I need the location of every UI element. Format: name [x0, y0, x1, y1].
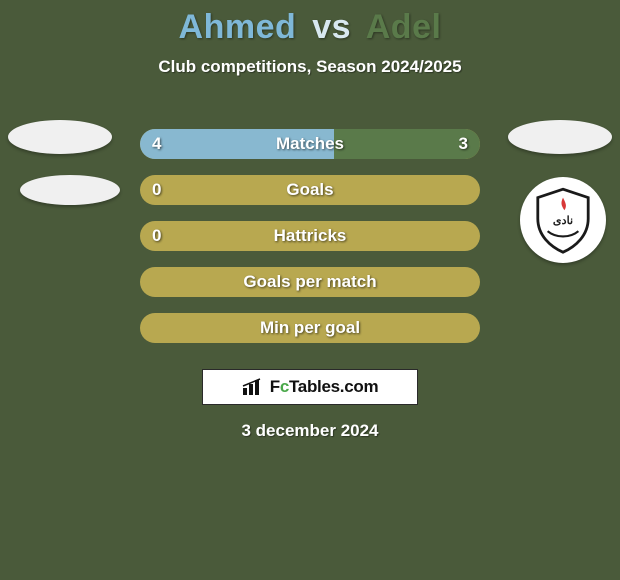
stat-bar: Min per goal: [140, 313, 480, 343]
snapshot-date: 3 december 2024: [0, 421, 620, 441]
stat-value-left: 0: [152, 226, 161, 246]
badge-text-c: c: [280, 377, 289, 396]
subtitle: Club competitions, Season 2024/2025: [0, 57, 620, 77]
player1-name: Ahmed: [179, 8, 297, 46]
badge-text: FcTables.com: [270, 377, 379, 397]
badge-text-pre: F: [270, 377, 280, 396]
player2-name: Adel: [366, 8, 442, 46]
stat-label: Hattricks: [140, 226, 480, 246]
stats-rows: Matches43Goals0Hattricks0Goals per match…: [0, 121, 620, 351]
stat-bar: Matches43: [140, 129, 480, 159]
stat-row: Matches43: [0, 121, 620, 167]
comparison-title: Ahmed vs Adel: [0, 0, 620, 47]
bar-fill-left: [140, 129, 334, 159]
vs-text: vs: [312, 8, 351, 46]
stat-bar: Goals per match: [140, 267, 480, 297]
stat-bar: Goals0: [140, 175, 480, 205]
stat-row: Goals0: [0, 167, 620, 213]
stat-value-left: 0: [152, 180, 161, 200]
stat-bar: Hattricks0: [140, 221, 480, 251]
stat-label: Min per goal: [140, 318, 480, 338]
stat-row: Min per goal: [0, 305, 620, 351]
stat-row: Hattricks0: [0, 213, 620, 259]
fctables-badge[interactable]: FcTables.com: [202, 369, 418, 405]
stat-value-left: 4: [152, 134, 161, 154]
stat-value-right: 3: [459, 134, 468, 154]
badge-text-post: Tables.com: [289, 377, 378, 396]
stat-label: Goals per match: [140, 272, 480, 292]
stat-label: Goals: [140, 180, 480, 200]
chart-bars-icon: [242, 378, 264, 396]
stat-row: Goals per match: [0, 259, 620, 305]
